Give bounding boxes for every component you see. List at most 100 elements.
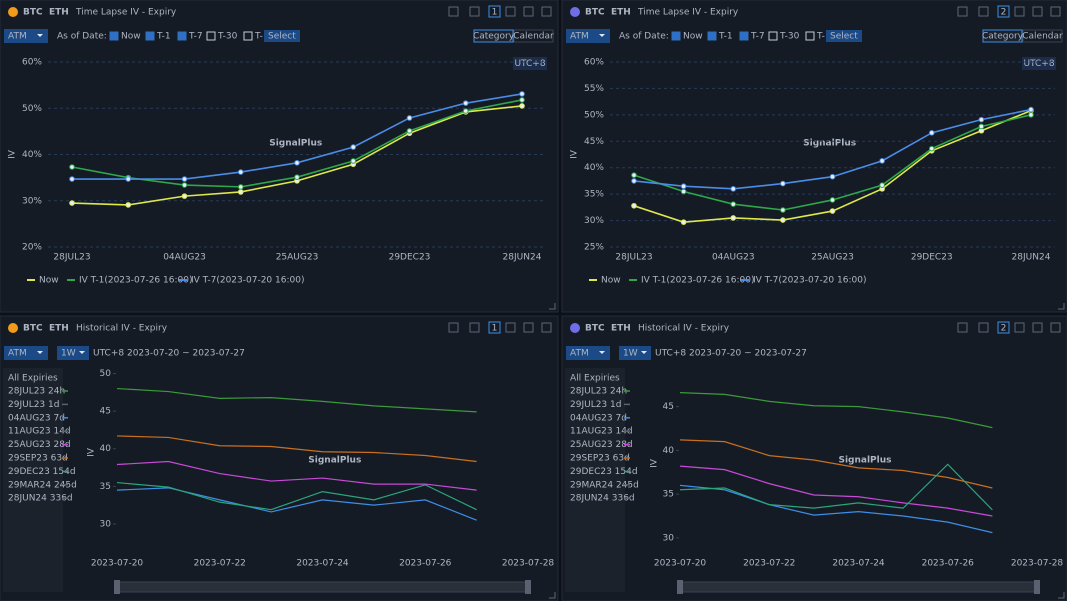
view-button[interactable] <box>473 29 514 43</box>
badge-box <box>997 321 1010 334</box>
as-of-label: As of Date: <box>57 32 107 42</box>
coin-icon <box>8 323 18 333</box>
coin-tab[interactable]: ETH <box>611 8 631 18</box>
header-icon[interactable] <box>1032 322 1043 333</box>
series-line <box>679 392 993 429</box>
slider-handle[interactable] <box>114 580 120 594</box>
checkbox-label: T- <box>254 32 263 42</box>
header-icon[interactable] <box>523 6 534 17</box>
header-icon[interactable] <box>978 322 989 333</box>
slider-handle[interactable] <box>1034 580 1040 594</box>
coin-tab[interactable]: BTC <box>585 8 605 18</box>
legend-label[interactable]: 29MAR24 245d <box>8 480 77 490</box>
header-icon[interactable] <box>505 322 516 333</box>
checkbox[interactable] <box>243 31 253 41</box>
legend-label[interactable]: 29JUL23 1d <box>570 400 621 410</box>
watermark: SignalPlus <box>838 456 891 466</box>
legend-label[interactable]: 04AUG23 7d <box>570 413 627 423</box>
selector[interactable] <box>566 29 610 43</box>
legend-label[interactable]: 25AUG23 28d <box>570 440 633 450</box>
selector[interactable] <box>4 346 48 360</box>
panel <box>0 315 559 601</box>
coin-tab[interactable]: BTC <box>585 324 605 334</box>
header-icon[interactable] <box>448 6 459 17</box>
point <box>680 188 687 195</box>
header-icon[interactable] <box>1032 6 1043 17</box>
coin-tab[interactable]: BTC <box>23 8 43 18</box>
y-tick-label: 50 <box>100 369 112 379</box>
header-icon[interactable] <box>1050 6 1061 17</box>
header-icon[interactable] <box>541 6 552 17</box>
legend-label[interactable]: 28JUL23 24h <box>8 387 65 397</box>
point <box>978 116 985 123</box>
view-button[interactable] <box>982 29 1023 43</box>
checkbox[interactable] <box>109 31 119 41</box>
legend-label: Now <box>601 276 621 286</box>
legend-label[interactable]: 29DEC23 154d <box>570 467 638 477</box>
header-icon[interactable] <box>957 6 968 17</box>
legend-label: IV T-1 <box>79 276 104 286</box>
header-icon[interactable] <box>957 322 968 333</box>
y-axis-label: IV <box>570 149 580 159</box>
legend-label: IV T-1 <box>641 276 666 286</box>
header-icon[interactable] <box>541 322 552 333</box>
slider-track[interactable] <box>116 581 529 593</box>
checkbox[interactable] <box>206 31 216 41</box>
coin-tab[interactable]: ETH <box>49 324 69 334</box>
coin-tab[interactable]: BTC <box>23 324 43 334</box>
selector[interactable] <box>566 346 610 360</box>
view-button[interactable] <box>513 29 554 43</box>
header-icon[interactable] <box>469 322 480 333</box>
date-input[interactable] <box>826 30 862 42</box>
legend-label[interactable]: 11AUG23 14d <box>570 427 633 437</box>
selector[interactable] <box>4 29 48 43</box>
checkbox[interactable] <box>707 31 717 41</box>
checkbox[interactable] <box>671 31 681 41</box>
checkbox[interactable] <box>805 31 815 41</box>
header-icon[interactable] <box>978 6 989 17</box>
selector-caret <box>599 351 605 354</box>
checkbox[interactable] <box>145 31 155 41</box>
header-icon[interactable] <box>1014 6 1025 17</box>
header-icon[interactable] <box>469 6 480 17</box>
resize-corner <box>549 592 556 599</box>
point <box>928 130 935 136</box>
slider-track[interactable] <box>679 581 1038 593</box>
selector-label: ATM <box>8 32 27 42</box>
y-tick-label: 45% <box>584 137 604 147</box>
checkbox[interactable] <box>177 31 187 41</box>
legend-label[interactable]: 29DEC23 154d <box>8 467 76 477</box>
checkbox[interactable] <box>739 31 749 41</box>
header-icon[interactable] <box>1050 322 1061 333</box>
point <box>294 174 300 180</box>
legend-label[interactable]: 11AUG23 14d <box>8 427 71 437</box>
legend-label[interactable]: 28JUN24 336d <box>570 494 635 504</box>
header-icon[interactable] <box>523 322 534 333</box>
legend-label[interactable]: 28JUL23 24h <box>570 387 627 397</box>
coin-tab[interactable]: ETH <box>611 324 631 334</box>
header-icon[interactable] <box>1014 322 1025 333</box>
header-icon[interactable] <box>505 6 516 17</box>
legend-label[interactable]: 29SEP23 63d <box>570 454 630 464</box>
date-input[interactable] <box>264 30 300 42</box>
checkbox[interactable] <box>768 31 778 41</box>
header-icon[interactable] <box>448 322 459 333</box>
view-button[interactable] <box>1022 29 1063 43</box>
slider-handle[interactable] <box>525 580 531 594</box>
legend-label[interactable]: 29JUL23 1d <box>8 400 59 410</box>
point <box>631 202 637 209</box>
legend-label[interactable]: 29SEP23 63d <box>8 454 68 464</box>
legend-label[interactable]: 29MAR24 245d <box>570 480 639 490</box>
y-tick-label: 40% <box>584 163 604 173</box>
period[interactable] <box>619 346 651 360</box>
y-tick-label: 20% <box>22 243 42 253</box>
coin-icon <box>570 323 580 333</box>
legend-label[interactable]: 25AUG23 28d <box>8 440 71 450</box>
slider-handle[interactable] <box>677 580 683 594</box>
point <box>978 123 985 130</box>
point <box>631 178 637 184</box>
coin-tab[interactable]: ETH <box>49 8 69 18</box>
legend-label[interactable]: 04AUG23 7d <box>8 413 65 423</box>
legend-label[interactable]: 28JUN24 336d <box>8 494 73 504</box>
period[interactable] <box>57 346 89 360</box>
